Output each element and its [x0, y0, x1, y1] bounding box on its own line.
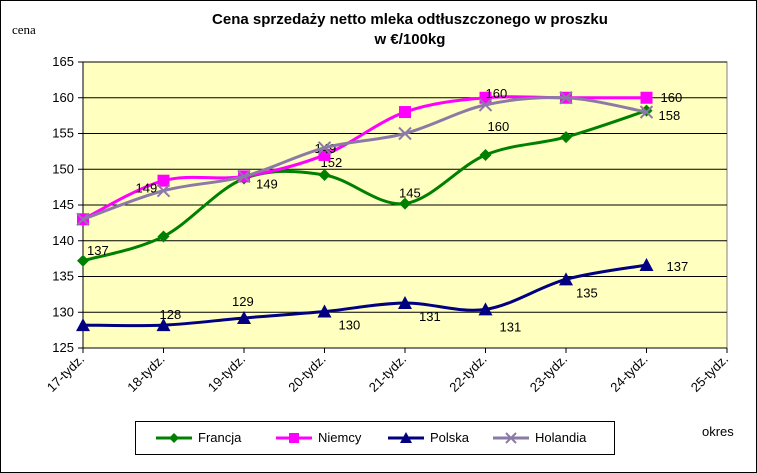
point-polska	[478, 302, 493, 316]
series-line-holandia	[82, 95, 647, 221]
point-niemcy	[157, 174, 170, 187]
x-tick-label: 25-tydz.	[688, 352, 731, 395]
point-francja	[318, 168, 331, 181]
legend-label-holandia: Holandia	[535, 430, 587, 445]
legend-label-francja: Francja	[198, 430, 242, 445]
point-polska	[639, 258, 654, 272]
y-tick-label: 150	[52, 161, 74, 176]
x-tick-label: 21-tydz.	[366, 352, 409, 395]
x-tick-label: 20-tydz.	[285, 352, 328, 395]
data-label-holandia: 149	[256, 176, 278, 191]
chart-title-line-1: Cena sprzedaży netto mleka odtłuszczoneg…	[212, 11, 608, 28]
y-tick-label: 140	[52, 233, 74, 248]
point-holandia	[237, 169, 251, 184]
point-holandia	[398, 126, 412, 141]
legend-swatch-niemcy	[276, 433, 312, 443]
point-polska	[559, 272, 573, 286]
data-label-polska: 135	[576, 285, 598, 300]
data-label-holandia: 149	[136, 181, 158, 196]
legend-swatch-holandia	[493, 432, 529, 444]
point-holandia	[76, 212, 90, 227]
legend-label-polska: Polska	[430, 430, 470, 445]
x-tick-label: 18-tydz.	[124, 352, 167, 395]
x-tick-label: 17-tydz.	[44, 352, 87, 395]
point-holandia	[317, 141, 332, 155]
point-francja	[479, 148, 492, 161]
x-tick-label: 23-tydz.	[527, 352, 570, 395]
point-holandia	[478, 98, 493, 112]
point-holandia	[639, 105, 654, 119]
x-tick-label: 24-tydz.	[607, 352, 650, 395]
data-label-polska: 137	[667, 259, 689, 274]
point-polska	[76, 318, 90, 332]
point-holandia	[559, 91, 573, 105]
y-axis-label: cena	[12, 22, 36, 37]
point-polska	[156, 318, 171, 332]
y-tick-label: 145	[52, 197, 74, 212]
data-label-polska: 131	[419, 309, 441, 324]
point-francja	[560, 131, 572, 144]
x-axis-label: okres	[702, 424, 734, 439]
point-polska	[237, 310, 251, 324]
point-niemcy	[399, 106, 411, 119]
point-francja	[399, 197, 411, 210]
x-tick-label: 19-tydz.	[205, 352, 248, 395]
legend-label-niemcy: Niemcy	[318, 430, 362, 445]
data-label-francja: 137	[87, 243, 109, 258]
y-tick-label: 125	[52, 340, 74, 355]
data-label-niemcy: 160	[486, 86, 508, 101]
point-holandia	[156, 183, 171, 198]
data-label-holandia: 160	[488, 119, 510, 134]
data-label-polska: 129	[232, 294, 254, 309]
legend: Francja Niemcy Polska Holandia	[135, 421, 615, 455]
point-polska	[317, 304, 332, 318]
data-label-polska: 131	[500, 319, 522, 334]
data-label-polska: 128	[160, 307, 182, 322]
legend-swatch-polska	[388, 432, 424, 443]
chart-title-line-2: w €/100kg	[374, 31, 446, 48]
data-label-niemcy: 160	[661, 90, 683, 105]
x-tick-label: 22-tydz.	[446, 352, 489, 395]
legend-swatch-francja	[156, 433, 192, 443]
y-tick-label: 160	[52, 90, 74, 105]
point-niemcy	[640, 91, 653, 104]
point-polska	[398, 295, 412, 309]
series-line-francja	[82, 109, 647, 263]
point-francja	[77, 254, 89, 267]
data-label-holandia: 158	[659, 108, 681, 123]
y-tick-label: 155	[52, 126, 74, 141]
data-label-polska: 130	[339, 318, 361, 333]
y-tick-label: 165	[52, 54, 74, 69]
data-label-francja: 145	[399, 186, 421, 201]
y-tick-label: 135	[52, 269, 74, 284]
point-francja	[157, 230, 170, 243]
y-tick-label: 130	[52, 304, 74, 319]
